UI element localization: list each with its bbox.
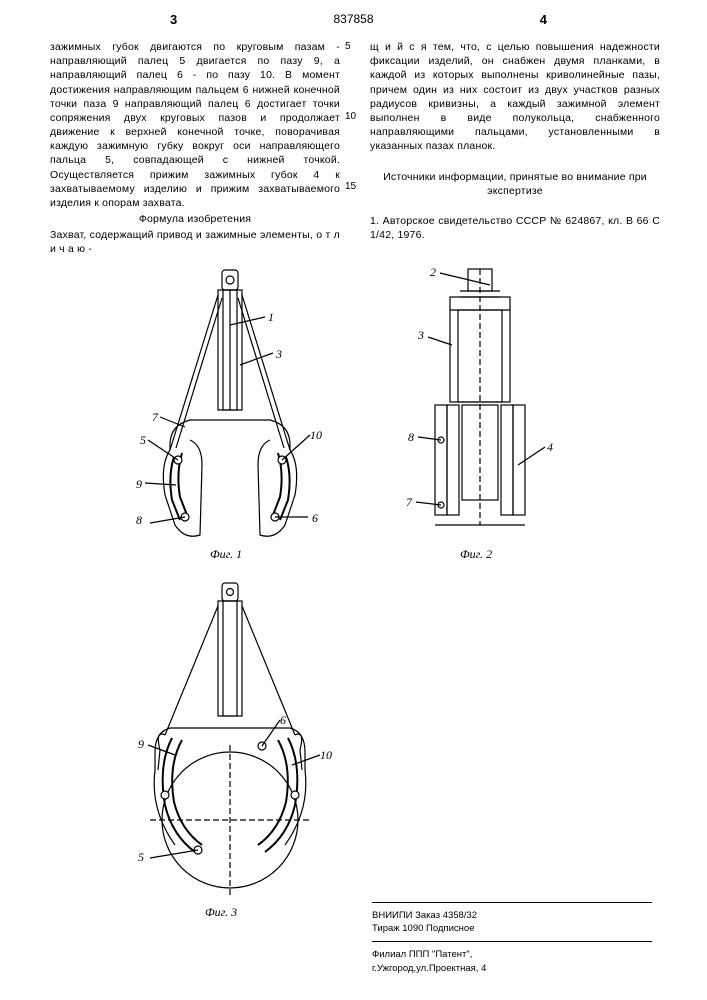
column-right: щ и й с я тем, что, с целью повышения на… bbox=[370, 40, 660, 259]
fig2-label-7: 7 bbox=[406, 495, 412, 510]
fig1-label-6: 6 bbox=[312, 511, 318, 526]
formula-title: Формула изобретения bbox=[50, 212, 340, 226]
fig2-label-2: 2 bbox=[430, 265, 436, 280]
footer: ВНИИПИ Заказ 4358/32 Тираж 1090 Подписно… bbox=[372, 896, 652, 975]
fig2-label-4: 4 bbox=[547, 440, 553, 455]
fig1-label-10: 10 bbox=[310, 428, 322, 443]
sources-title: Источники информации, принятые во вниман… bbox=[370, 170, 660, 198]
figure-3-svg bbox=[110, 580, 350, 910]
paragraph: щ и й с я тем, что, с целью повышения на… bbox=[370, 40, 660, 153]
figures-area: 1 3 5 6 7 8 9 10 Фиг. 1 bbox=[0, 265, 707, 945]
text-columns: зажимных губок двигаются по круговым паз… bbox=[50, 40, 660, 259]
fig3-label-6: 6 bbox=[280, 713, 286, 728]
fig1-label-3: 3 bbox=[276, 347, 282, 362]
fig1-label-1: 1 bbox=[268, 310, 274, 325]
fig1-label-5: 5 bbox=[140, 433, 146, 448]
source-item: 1. Авторское свидетельство СССР № 624867… bbox=[370, 214, 660, 242]
fig3-label-5: 5 bbox=[138, 850, 144, 865]
fig3-label-9: 9 bbox=[138, 737, 144, 752]
fig2-label-8: 8 bbox=[408, 430, 414, 445]
footer-line2: Тираж 1090 Подписное bbox=[372, 922, 652, 935]
fig1-label-9: 9 bbox=[136, 477, 142, 492]
fig2-label-3: 3 bbox=[418, 328, 424, 343]
document-id: 837858 bbox=[333, 12, 373, 26]
fig2-caption: Фиг. 2 bbox=[460, 547, 492, 562]
fig3-label-10: 10 bbox=[320, 748, 332, 763]
column-left: зажимных губок двигаются по круговым паз… bbox=[50, 40, 340, 259]
footer-line3: Филиал ППП "Патент", bbox=[372, 948, 652, 961]
paragraph: Захват, содержащий привод и зажимные эле… bbox=[50, 228, 340, 256]
fig3-caption: Фиг. 3 bbox=[205, 905, 237, 920]
paragraph: зажимных губок двигаются по круговым паз… bbox=[50, 40, 340, 210]
fig1-label-8: 8 bbox=[136, 513, 142, 528]
fig1-label-7: 7 bbox=[152, 410, 158, 425]
footer-line4: г.Ужгород,ул.Проектная, 4 bbox=[372, 962, 652, 975]
figure-2-svg bbox=[380, 265, 580, 555]
footer-line1: ВНИИПИ Заказ 4358/32 bbox=[372, 909, 652, 922]
page-num-right: 4 bbox=[540, 12, 547, 27]
page-num-left: 3 bbox=[170, 12, 177, 27]
fig1-caption: Фиг. 1 bbox=[210, 547, 242, 562]
figure-1-svg bbox=[130, 265, 330, 555]
